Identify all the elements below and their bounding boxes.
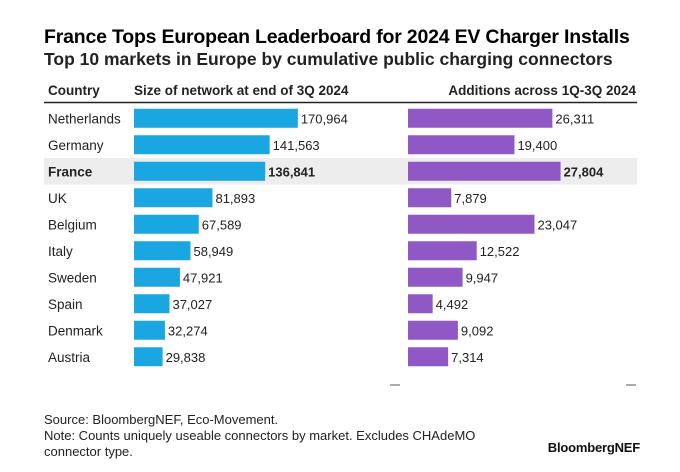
country-label: Denmark [48,323,103,338]
country-label: Netherlands [48,111,121,126]
additions-bar [408,108,553,128]
additions-label: 27,804 [564,164,605,179]
network-size-bar [134,188,213,208]
country-label: UK [48,191,67,206]
footnote-line-1: Note: Counts uniquely useable connectors… [44,428,476,443]
additions-label: 7,314 [451,350,484,365]
network-size-label: 37,027 [172,297,212,312]
additions-bar [408,241,477,261]
additions-label: 9,092 [461,323,494,338]
additions-label: 23,047 [537,217,577,232]
network-size-label: 141,563 [273,138,320,153]
source-note: Source: BloombergNEF, Eco-Movement. [44,412,279,427]
country-label: Sweden [48,270,97,285]
country-label: Belgium [48,217,97,232]
additions-bar [408,214,535,234]
country-label: Germany [48,138,104,153]
network-size-bar [134,135,270,155]
additions-label: 26,311 [555,111,594,126]
country-label: Spain [48,297,83,312]
footer: Source: BloombergNEF, Eco-Movement. Note… [44,412,475,460]
additions-label: 19,400 [517,138,557,153]
header-country: Country [48,83,100,98]
network-size-label: 47,921 [183,270,223,285]
additions-label: 7,879 [454,191,487,206]
network-size-bar [134,108,298,128]
network-size-label: 29,838 [166,350,206,365]
network-size-bar [134,347,163,367]
network-size-label: 58,949 [193,244,233,259]
header-network-size: Size of network at end of 3Q 2024 [134,83,349,98]
header-additions: Additions across 1Q-3Q 2024 [448,83,636,98]
chart-title: France Tops European Leaderboard for 202… [44,26,630,48]
network-size-label: 81,893 [215,191,255,206]
bloombergnef-logo: BloombergNEF [547,440,640,455]
network-size-label: 67,589 [202,217,242,232]
chart-subtitle: Top 10 markets in Europe by cumulative p… [44,49,613,69]
additions-bar [408,347,449,367]
country-label: Austria [48,350,91,365]
network-size-bar [134,267,180,287]
footnote-line-2: connector type. [44,444,133,459]
additions-bar [408,188,452,208]
network-size-bar [134,320,165,340]
additions-label: 4,492 [436,297,469,312]
additions-label: 12,522 [480,244,520,259]
additions-bar [408,320,458,340]
network-size-bar [134,214,199,234]
additions-bar [408,161,561,181]
network-size-bar [134,241,191,261]
network-size-bar [134,161,266,181]
additions-label: 9,947 [466,270,499,285]
network-size-label: 136,841 [268,164,315,179]
network-size-label: 32,274 [168,323,208,338]
additions-bar [408,294,433,314]
additions-bar [408,267,463,287]
network-size-bar [134,294,170,314]
additions-bar [408,135,515,155]
country-label: France [48,164,93,179]
country-label: Italy [48,244,73,259]
network-size-label: 170,964 [301,111,348,126]
